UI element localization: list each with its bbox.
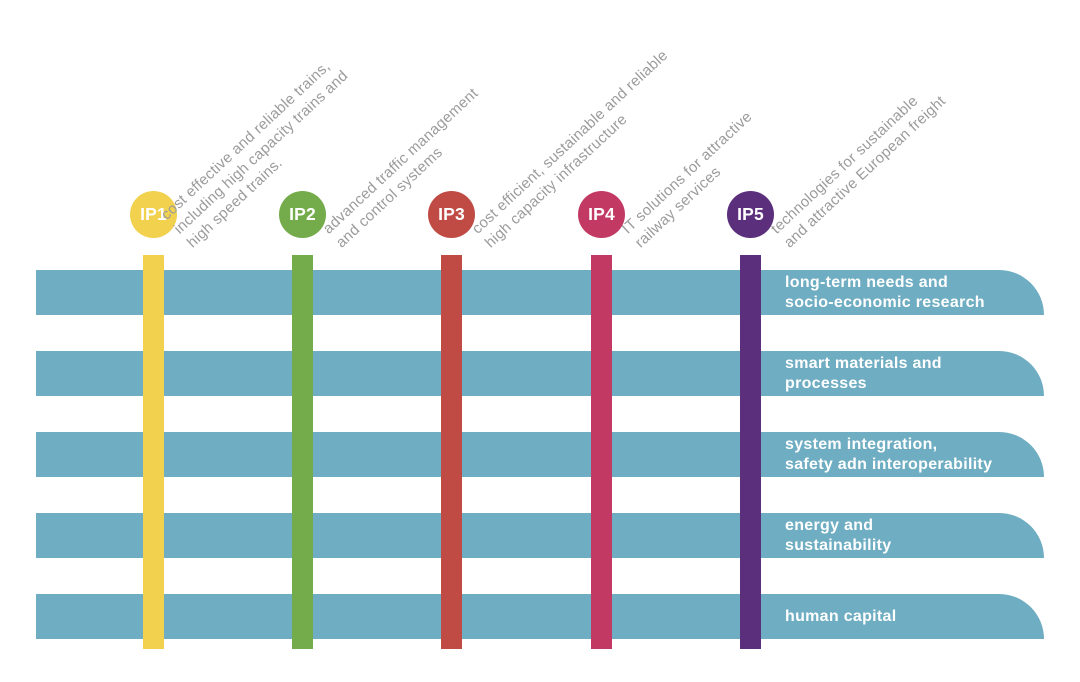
- ip4-bar: [591, 255, 612, 649]
- theme-label-line: smart materials and: [785, 354, 942, 372]
- theme-label-line: long-term needs and: [785, 273, 949, 291]
- ip5-description: technologies for sustainable and attract…: [767, 78, 950, 252]
- ip3-badge: IP3: [428, 191, 475, 238]
- theme-bar-smart-materials: smart materials and processes: [36, 351, 1044, 396]
- ip2-badge: IP2: [279, 191, 326, 238]
- theme-bar-long-term-needs: long-term needs and socio-economic resea…: [36, 270, 1044, 315]
- ip5-description-line: technologies for sustainable: [767, 92, 922, 238]
- theme-label: human capital: [785, 594, 896, 639]
- theme-label-line: safety adn interoperability: [785, 455, 993, 473]
- theme-label-line: socio-economic research: [785, 293, 985, 311]
- theme-label: system integration, safety adn interoper…: [785, 432, 992, 477]
- theme-label: energy and sustainability: [785, 513, 891, 558]
- ip5-bar: [740, 255, 761, 649]
- ip1-badge: IP1: [130, 191, 177, 238]
- ip2-bar: [292, 255, 313, 649]
- theme-label-line: system integration,: [785, 435, 938, 453]
- ip1-bar: [143, 255, 164, 649]
- theme-label-line: human capital: [785, 607, 897, 625]
- theme-label: long-term needs and socio-economic resea…: [785, 270, 985, 315]
- theme-bar-human-capital: human capital: [36, 594, 1044, 639]
- ip2-description-line: and control systems: [332, 143, 447, 252]
- theme-label-line: energy and: [785, 516, 874, 534]
- theme-label-line: processes: [785, 374, 867, 392]
- ip4-badge: IP4: [578, 191, 625, 238]
- theme-label-line: sustainability: [785, 536, 892, 554]
- ip5-badge: IP5: [727, 191, 774, 238]
- theme-bar-energy-sustainability: energy and sustainability: [36, 513, 1044, 558]
- theme-label: smart materials and processes: [785, 351, 942, 396]
- theme-bar-system-integration: system integration, safety adn interoper…: [36, 432, 1044, 477]
- ip3-bar: [441, 255, 462, 649]
- ip5-description-line: and attractive European freight: [780, 92, 950, 252]
